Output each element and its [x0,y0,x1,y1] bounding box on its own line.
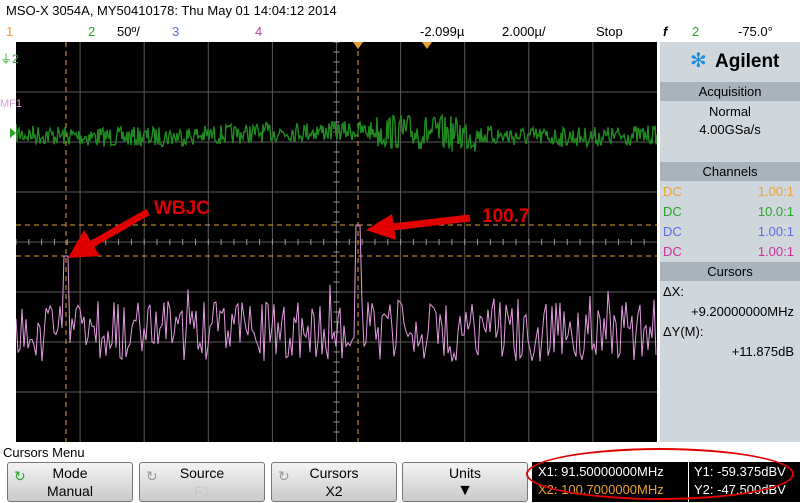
softkey-units-label: Units [449,465,481,481]
down-arrow-icon: ▼ [457,482,473,499]
channel-coupling: DC [663,204,682,219]
channels-title: Channels [660,162,800,181]
channel-coupling: DC [663,244,682,259]
softkey-source-label: Source [179,465,225,481]
softkey-cursors[interactable]: ↻ Cursors X2 [271,462,397,502]
dy-value: +11.875dB [731,344,794,359]
channel-probe-ratio: 1.00:1 [757,224,794,239]
channel-probe-ratio: 10.0:1 [757,204,794,219]
delay-marker [422,42,432,49]
ch3-label[interactable]: 3 [172,24,180,39]
menu-title: Cursors Menu [3,445,85,460]
dy-label: ΔY(M): [663,324,704,339]
softkey-units[interactable]: Units ▼ [402,462,528,502]
trigger-source: 2 [692,24,700,39]
dx-value: +9.20000000MHz [691,304,794,319]
highlight-oval [526,448,794,500]
softkey-cursors-value: X2 [325,483,343,499]
brand-name: Agilent [715,51,780,72]
side-panel: ✻ Agilent Acquisition Normal 4.00GSa/s C… [660,42,800,442]
ch2-waveform [16,113,657,152]
channel-coupling: DC [663,224,682,239]
time-offset: -2.099µ [420,24,465,39]
math-marker-label: F1 [9,98,23,110]
dx-label: ΔX: [663,284,684,299]
rotate-icon: ↻ [146,468,158,484]
waveform-svg [16,42,657,442]
math-fft-waveform [16,224,657,362]
run-state: Stop [596,24,623,39]
trigger-position-marker [353,42,363,49]
softkey-mode-value: Manual [47,483,93,499]
ch4-label[interactable]: 4 [255,24,263,39]
arrow-left [68,208,150,258]
acq-mode: Normal [709,104,751,119]
channel-coupling: DC [663,184,682,199]
softkey-mode-label: Mode [52,465,88,481]
softkey-source-value: F1 [193,483,211,499]
ch1-label[interactable]: 1 [6,24,14,39]
softkey-source[interactable]: ↻ Source F1 [139,462,265,502]
rotate-icon: ↻ [278,468,290,484]
annotation-wbjc: WBJC [154,198,210,219]
ch2-ground-marker: ⏚2 [0,52,19,66]
softkey-cursors-label: Cursors [309,465,359,481]
rotate-icon: ↻ [14,468,26,484]
trigger-level: -75.0° [738,24,773,39]
ch2-offset-arrow [10,128,16,138]
ch2-marker-label: 2 [12,52,19,66]
time-scale: 2.000µ/ [502,24,546,39]
acq-rate: 4.00GSa/s [699,122,761,137]
math-marker: MF1 [0,98,23,110]
trigger-edge-icon: f [663,24,668,39]
ch2-scale: 50º/ [117,24,140,39]
arrow-right [366,214,471,240]
acquisition-title: Acquisition [660,82,800,101]
waveform-display[interactable] [16,42,657,442]
annotation-100-7: 100.7 [482,206,530,227]
cursors-title: Cursors [660,262,800,281]
window-title: MSO-X 3054A, MY50410178: Thu May 01 14:0… [6,3,337,18]
ch2-label[interactable]: 2 [88,24,96,39]
agilent-logo-icon: ✻ [690,50,707,72]
channel-probe-ratio: 1.00:1 [757,244,794,259]
channel-probe-ratio: 1.00:1 [757,184,794,199]
softkey-mode[interactable]: ↻ Mode Manual [7,462,133,502]
